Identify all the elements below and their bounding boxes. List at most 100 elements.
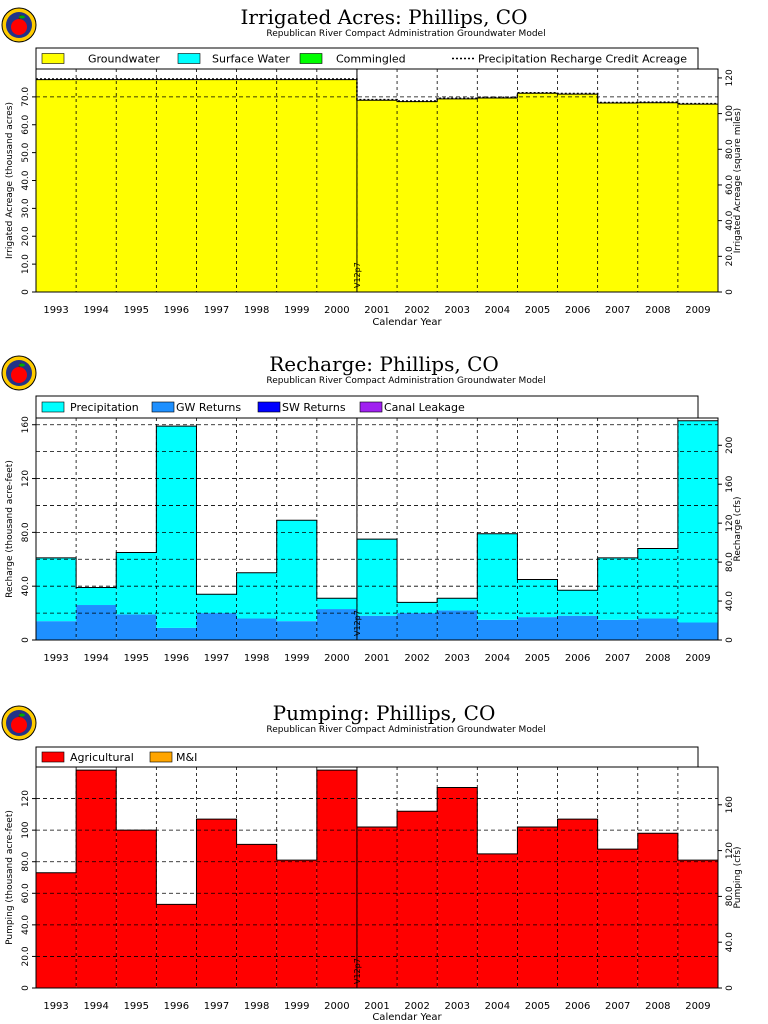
x-tick-label: 1999 bbox=[284, 653, 309, 664]
bar-segment bbox=[76, 79, 117, 292]
bar-segment bbox=[276, 79, 317, 292]
x-tick-label: 2004 bbox=[485, 653, 510, 664]
bar-segment bbox=[597, 103, 638, 292]
y-tick-label: 40.0 bbox=[21, 170, 31, 190]
legend-label: Groundwater bbox=[88, 53, 160, 66]
x-tick-label: 1998 bbox=[244, 305, 269, 316]
bar-segment bbox=[677, 420, 718, 623]
y2-tick-label: 80.0 bbox=[725, 139, 735, 159]
x-tick-label: 1995 bbox=[124, 653, 149, 664]
bar-segment bbox=[356, 539, 398, 616]
legend-label: Canal Leakage bbox=[384, 401, 465, 414]
precip-credit-line bbox=[36, 78, 718, 105]
bar-segment bbox=[637, 548, 678, 619]
bar-segment bbox=[76, 605, 117, 640]
apple-logo-icon bbox=[1, 355, 37, 391]
x-tick-label: 2002 bbox=[404, 1001, 429, 1012]
bar-segment bbox=[156, 426, 197, 628]
x-tick-label: 2006 bbox=[565, 1001, 590, 1012]
bar-segment bbox=[356, 826, 398, 988]
legend-label: M&I bbox=[176, 751, 197, 764]
y-tick-label: 40.0 bbox=[21, 576, 31, 596]
legend-label: Commingled bbox=[336, 53, 406, 66]
bar-segment bbox=[196, 613, 237, 640]
x-tick-label: 1996 bbox=[164, 1001, 189, 1012]
x-tick-label: 2000 bbox=[324, 305, 349, 316]
bar-segment bbox=[76, 770, 117, 988]
bar-segment bbox=[276, 621, 317, 640]
bar-segment bbox=[397, 602, 438, 614]
x-tick-label: 2000 bbox=[324, 653, 349, 664]
legend-swatch bbox=[41, 751, 65, 763]
y-tick-label: 10.0 bbox=[21, 254, 31, 274]
bar-segment bbox=[397, 811, 438, 988]
bar-segment bbox=[437, 787, 478, 988]
x-tick-label: 2008 bbox=[645, 653, 670, 664]
legend-swatch bbox=[177, 53, 201, 64]
series-gw-returns bbox=[36, 605, 718, 640]
legend-label: SW Returns bbox=[282, 401, 346, 414]
x-tick-label: 1995 bbox=[124, 305, 149, 316]
x-tick-label: 2008 bbox=[645, 1001, 670, 1012]
bar-segment bbox=[36, 872, 77, 988]
x-tick-label: 1995 bbox=[124, 1001, 149, 1012]
x-tick-label: 2007 bbox=[605, 653, 630, 664]
x-tick-label: 2009 bbox=[685, 653, 710, 664]
y2-tick-label: 20.0 bbox=[725, 246, 735, 266]
x-tick-label: 2005 bbox=[525, 1001, 550, 1012]
bar-segment bbox=[597, 557, 638, 620]
x-tick-label: 2009 bbox=[685, 1001, 710, 1012]
legend-box bbox=[35, 47, 699, 70]
bar-segment bbox=[477, 853, 518, 988]
y2-axis-title: Pumping (cfs) bbox=[733, 846, 743, 908]
y-tick-label: 120 bbox=[21, 470, 31, 487]
bar-segment bbox=[557, 590, 598, 616]
bar-segment bbox=[156, 627, 197, 640]
y-tick-label: 100 bbox=[21, 821, 31, 838]
version-marker-label: V12p7 bbox=[353, 262, 362, 288]
bar-segment bbox=[517, 93, 558, 292]
x-tick-label: 2001 bbox=[364, 305, 389, 316]
bar-segment bbox=[477, 619, 518, 640]
legend-swatch bbox=[151, 401, 175, 413]
bar-segment bbox=[517, 617, 558, 640]
legend-swatch bbox=[41, 53, 65, 64]
x-tick-label: 1993 bbox=[43, 305, 68, 316]
bar-segment bbox=[477, 533, 518, 620]
y-tick-label: 40.0 bbox=[21, 915, 31, 935]
chart-title: Recharge: Phillips, CO bbox=[269, 352, 499, 376]
legend-swatch bbox=[41, 401, 65, 413]
version-marker-label: V12p7 bbox=[353, 610, 362, 636]
y2-tick-label: 160 bbox=[725, 475, 735, 492]
x-tick-label: 1994 bbox=[83, 1001, 108, 1012]
x-tick-label: 1998 bbox=[244, 1001, 269, 1012]
bar-segment bbox=[437, 98, 478, 292]
y-tick-label: 80.0 bbox=[21, 522, 31, 542]
x-tick-label: 1993 bbox=[43, 653, 68, 664]
bar-segment bbox=[76, 587, 117, 606]
bar-segment bbox=[397, 101, 438, 293]
series-groundwater bbox=[36, 79, 718, 293]
bar-segment bbox=[637, 102, 678, 292]
apple-logo-graphic bbox=[1, 355, 37, 391]
y-tick-label: 160 bbox=[21, 416, 31, 433]
bar-segment bbox=[116, 552, 157, 615]
y2-tick-label: 160 bbox=[725, 796, 735, 813]
chart-subtitle: Republican River Compact Administration … bbox=[266, 376, 545, 386]
bar-segment bbox=[517, 826, 558, 988]
bar-segment bbox=[156, 904, 197, 988]
bar-segment bbox=[196, 819, 237, 988]
y2-tick-label: 40.0 bbox=[725, 210, 735, 230]
x-tick-label: 2007 bbox=[605, 305, 630, 316]
legend-label: Precipitation Recharge Credit Acreage bbox=[478, 53, 687, 66]
y-tick-label: 0 bbox=[21, 637, 31, 643]
x-tick-label: 2003 bbox=[445, 653, 470, 664]
x-tick-label: 2005 bbox=[525, 653, 550, 664]
apple-logo-graphic bbox=[1, 705, 37, 741]
y2-tick-label: 120 bbox=[725, 69, 735, 86]
bar-segment bbox=[36, 621, 77, 640]
bar-segment bbox=[477, 97, 518, 293]
legend-label: Precipitation bbox=[70, 401, 139, 414]
y-axis-title: Pumping (thousand acre-feet) bbox=[5, 810, 15, 945]
